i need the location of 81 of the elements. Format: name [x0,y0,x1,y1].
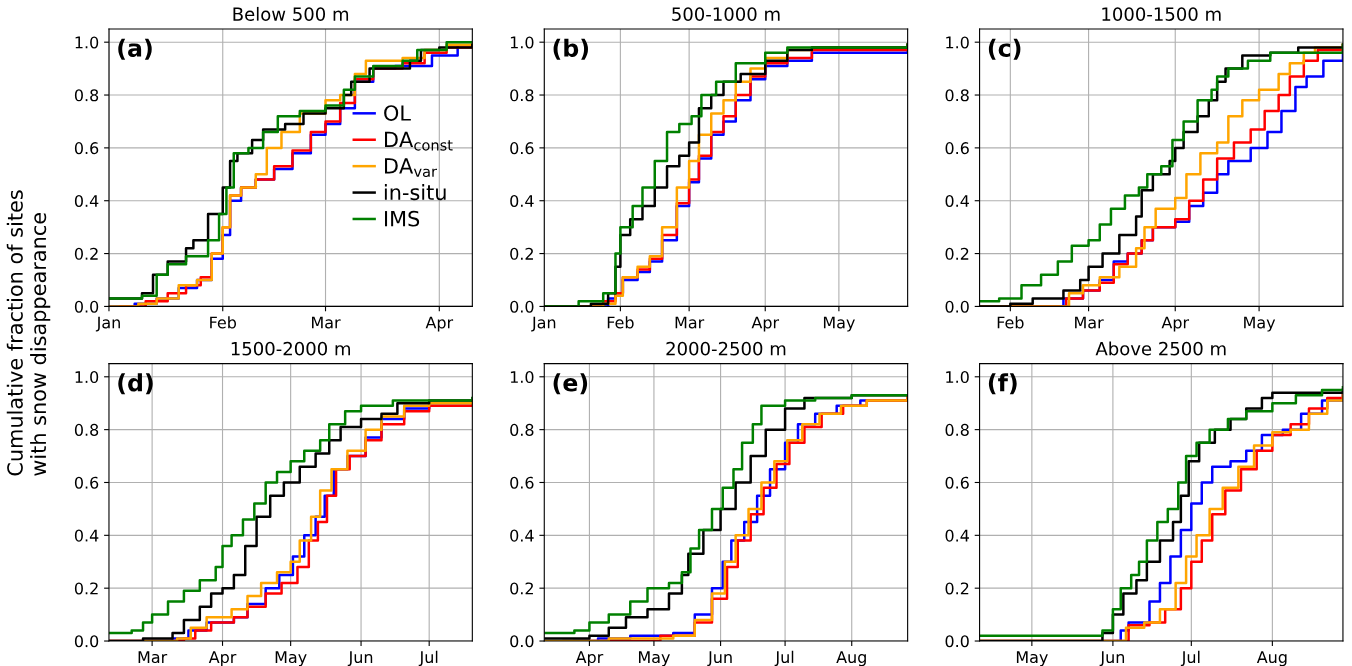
y-tick-label: 0.2 [510,247,533,260]
y-tick-label: 1.0 [510,36,534,49]
legend-label: in-situ [384,184,446,201]
y-tick-label: 1.0 [946,36,969,49]
x-tick-label: Jan [531,316,556,332]
chart-title: 500-1000 m [672,7,780,21]
x-tick-label: Feb [997,316,1024,329]
y-tick-label: 1.0 [75,371,99,384]
x-tick-label: Jul [418,650,438,666]
chart-title: 1000-1500 m [1102,7,1221,21]
y-tick-label: 1.0 [75,36,99,49]
chart-title: Above 2500 m [1095,341,1226,356]
y-tick-label: 1.0 [946,371,969,384]
y-tick-label: 0.0 [510,300,534,313]
y-tick-label: 0.0 [74,635,99,648]
x-tick-label: May [1244,316,1276,332]
x-tick-label: Jun [1099,651,1125,666]
x-tick-label: Mar [675,316,705,329]
y-tick-label: 0.4 [74,194,99,208]
y-tick-label: 0.6 [74,476,99,489]
y-tick-label: 0.8 [510,89,534,102]
y-tick-label: 0.4 [74,529,99,542]
y-tick-label: 0.4 [510,194,534,208]
annotation: (a) [118,38,152,60]
x-tick-label: Apr [425,316,454,332]
x-tick-label: Mar [312,316,341,329]
x-tick-label: Jul [774,650,794,666]
y-tick-label: 0.6 [945,142,969,155]
x-tick-label: Apr [1161,316,1190,332]
x-tick-label: Mar [138,651,168,664]
x-tick-label: Jun [707,651,732,666]
y-tick-label: 0.2 [74,582,98,595]
x-tick-label: Aug [836,651,866,666]
annotation: (b) [553,38,588,60]
x-tick-label: Apr [208,651,237,666]
y-tick-label: 0.6 [74,142,99,155]
y-tick-label: 0.8 [945,89,969,102]
legend-label: DA$_{var}$ [385,158,438,178]
legend-label: OL [384,105,411,121]
y-tick-label: 0.2 [510,582,533,595]
y-tick-label: 0.8 [510,423,534,436]
chart-title: 2000-2500 m [666,341,786,356]
x-tick-label: Aug [1256,651,1287,666]
y-tick-label: 0.4 [510,529,534,542]
x-tick-label: Apr [575,651,604,666]
x-tick-label: Jun [347,651,373,666]
x-tick-label: Feb [607,316,634,329]
x-tick-label: May [638,651,670,666]
y-tick-label: 0.2 [74,247,98,260]
x-tick-label: May [823,316,855,332]
x-tick-label: Mar [1075,316,1104,329]
y-tick-label: 0.4 [945,194,969,208]
annotation: (c) [988,38,1021,60]
y-tick-label: 0.8 [945,423,969,436]
y-tick-label: 0.8 [74,423,99,436]
y-axis-title: Cumulative fraction of sites with snow disappearance [6,190,51,476]
annotation: (d) [118,373,153,395]
y-tick-label: 0.2 [945,247,969,260]
y-tick-label: 0.8 [74,89,99,102]
y-tick-label: 0.2 [945,582,969,595]
x-tick-label: Jul [1180,650,1200,666]
legend-label: IMS [385,210,420,227]
y-tick-label: 0.0 [945,300,969,313]
x-tick-label: Jan [95,316,120,332]
y-tick-label: 0.0 [510,635,534,648]
x-tick-label: May [1016,651,1048,666]
chart-title: 1500-2000 m [231,341,350,356]
annotation: (f) [988,373,1017,395]
y-tick-label: 0.6 [510,476,534,489]
y-tick-label: 0.6 [945,476,969,489]
legend-label: DA$_{const}$ [385,131,453,151]
x-tick-label: Apr [751,316,780,332]
y-tick-label: 0.6 [510,142,534,155]
y-tick-label: 0.0 [945,635,969,648]
y-tick-label: 1.0 [510,371,534,384]
annotation: (e) [553,373,588,395]
chart-title: Below 500 m [233,6,349,21]
y-tick-label: 0.4 [945,529,969,542]
x-tick-label: Feb [210,316,237,329]
y-tick-label: 0.0 [74,300,99,313]
x-tick-label: May [275,651,307,666]
